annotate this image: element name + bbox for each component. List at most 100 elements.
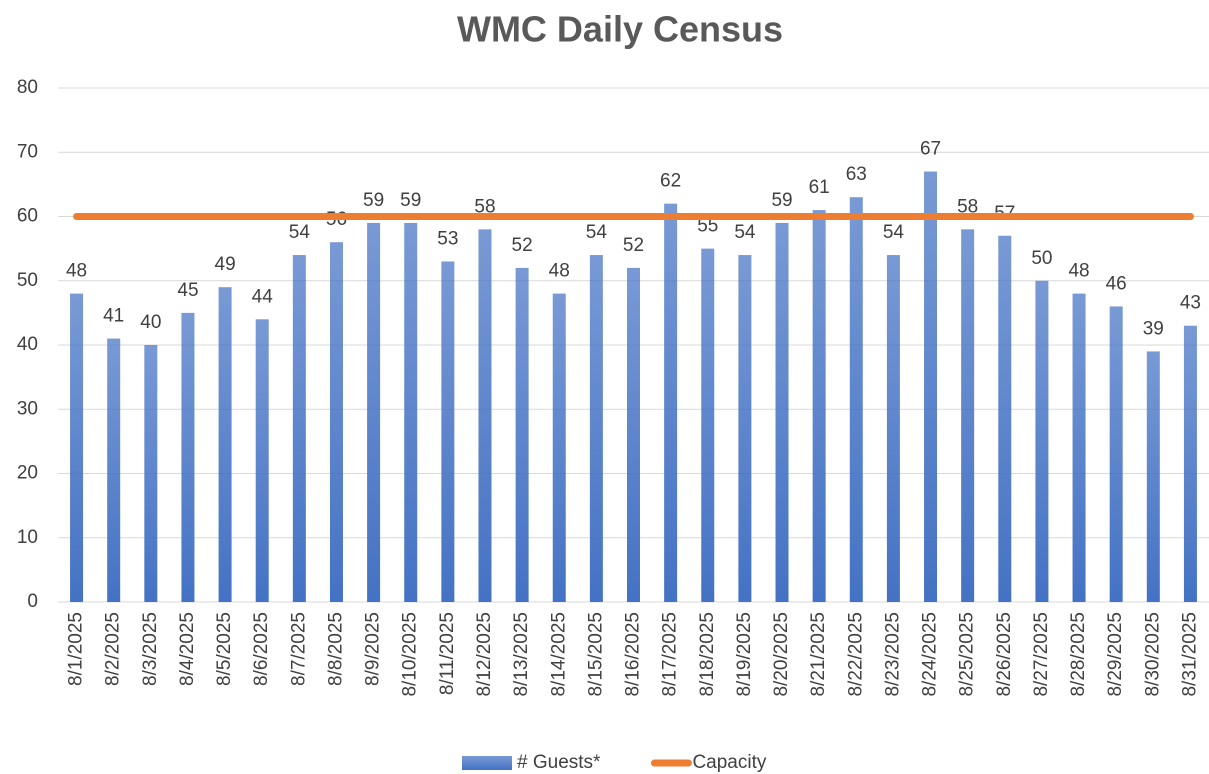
data-label: 54 — [289, 222, 311, 243]
x-tick-label: 8/10/2025 — [400, 612, 421, 697]
bar — [329, 242, 343, 602]
bar — [998, 235, 1012, 602]
data-label: 46 — [1106, 273, 1127, 294]
data-label: 39 — [1143, 318, 1164, 339]
bar — [849, 197, 863, 602]
data-label: 48 — [66, 261, 87, 282]
x-tick-label: 8/21/2025 — [808, 612, 829, 697]
x-tick-label: 8/13/2025 — [511, 612, 532, 697]
x-tick-label: 8/4/2025 — [177, 612, 198, 686]
x-tick-label: 8/26/2025 — [994, 612, 1015, 697]
data-label: 50 — [1031, 248, 1052, 269]
x-tick-label: 8/3/2025 — [140, 612, 161, 686]
data-label: 53 — [437, 228, 458, 249]
x-tick-label: 8/22/2025 — [845, 612, 866, 697]
bar — [292, 255, 306, 603]
x-tick-label: 8/31/2025 — [1179, 612, 1200, 697]
bar — [775, 222, 789, 603]
data-label: 55 — [697, 216, 718, 237]
y-tick-label: 70 — [17, 141, 38, 162]
y-tick-label: 30 — [17, 398, 38, 419]
bar — [1146, 351, 1160, 602]
x-tick-label: 8/20/2025 — [771, 612, 792, 697]
y-tick-label: 50 — [17, 270, 38, 291]
data-label: 52 — [512, 235, 533, 256]
bar — [404, 222, 418, 603]
data-label: 41 — [103, 306, 124, 327]
bar — [812, 210, 826, 602]
bar — [1035, 280, 1049, 602]
y-tick-label: 20 — [17, 463, 38, 484]
data-label: 54 — [586, 222, 608, 243]
x-tick-label: 8/11/2025 — [437, 612, 458, 695]
x-tick-label: 8/28/2025 — [1068, 612, 1089, 697]
data-label: 67 — [920, 139, 941, 160]
bar — [144, 345, 158, 602]
legend-swatch — [462, 756, 512, 770]
bar — [886, 255, 900, 603]
bar — [181, 312, 195, 602]
bar — [255, 319, 269, 602]
bar — [552, 293, 566, 602]
data-label: 43 — [1180, 293, 1201, 314]
x-tick-label: 8/23/2025 — [882, 612, 903, 697]
bar — [627, 267, 640, 602]
x-tick-label: 8/18/2025 — [697, 612, 718, 697]
x-tick-label: 8/1/2025 — [66, 612, 87, 686]
data-label: 45 — [177, 280, 198, 301]
x-tick-label: 8/29/2025 — [1105, 612, 1126, 697]
data-label: 49 — [215, 254, 236, 275]
x-tick-label: 8/5/2025 — [214, 612, 235, 686]
data-label: 59 — [363, 190, 384, 211]
bar — [1183, 325, 1197, 602]
bar — [107, 338, 121, 602]
data-label: 63 — [846, 164, 867, 185]
data-label: 61 — [809, 177, 830, 198]
x-tick-label: 8/27/2025 — [1031, 612, 1052, 697]
bar — [589, 255, 603, 603]
data-label: 54 — [734, 222, 756, 243]
data-label: 58 — [474, 196, 495, 217]
x-tick-label: 8/9/2025 — [363, 612, 384, 686]
bar — [218, 287, 232, 602]
bar — [367, 222, 381, 603]
y-tick-label: 60 — [17, 206, 38, 227]
y-tick-label: 0 — [27, 591, 38, 612]
data-label: 44 — [252, 286, 274, 307]
chart-title: WMC Daily Census — [457, 9, 783, 50]
x-tick-label: 8/7/2025 — [288, 612, 309, 686]
x-tick-label: 8/25/2025 — [957, 612, 978, 697]
data-label: 62 — [660, 171, 681, 192]
data-label: 59 — [771, 190, 792, 211]
bar — [738, 255, 752, 603]
data-label: 59 — [400, 190, 421, 211]
bar — [961, 229, 975, 602]
bar — [701, 248, 715, 602]
legend-label: # Guests* — [517, 752, 601, 773]
x-tick-label: 8/19/2025 — [734, 612, 755, 697]
x-tick-label: 8/30/2025 — [1142, 612, 1163, 697]
x-tick-label: 8/17/2025 — [660, 612, 681, 697]
data-label: 52 — [623, 235, 644, 256]
x-tick-label: 8/16/2025 — [623, 612, 644, 697]
data-label: 48 — [549, 261, 570, 282]
x-tick-label: 8/14/2025 — [548, 612, 569, 697]
x-tick-label: 8/15/2025 — [585, 612, 606, 697]
x-tick-label: 8/2/2025 — [103, 612, 124, 686]
x-tick-label: 8/24/2025 — [920, 612, 941, 697]
data-label: 40 — [140, 312, 161, 333]
data-label: 48 — [1068, 261, 1089, 282]
bar — [1109, 306, 1123, 602]
y-tick-label: 10 — [17, 527, 38, 548]
bar — [924, 171, 938, 602]
bar — [664, 203, 678, 602]
x-tick-label: 8/12/2025 — [474, 612, 495, 697]
y-tick-label: 80 — [17, 77, 38, 98]
bar — [478, 229, 492, 602]
x-tick-label: 8/6/2025 — [251, 612, 272, 686]
bar — [1072, 293, 1086, 602]
bar — [515, 267, 529, 602]
data-label: 58 — [957, 196, 978, 217]
bar — [441, 261, 455, 602]
